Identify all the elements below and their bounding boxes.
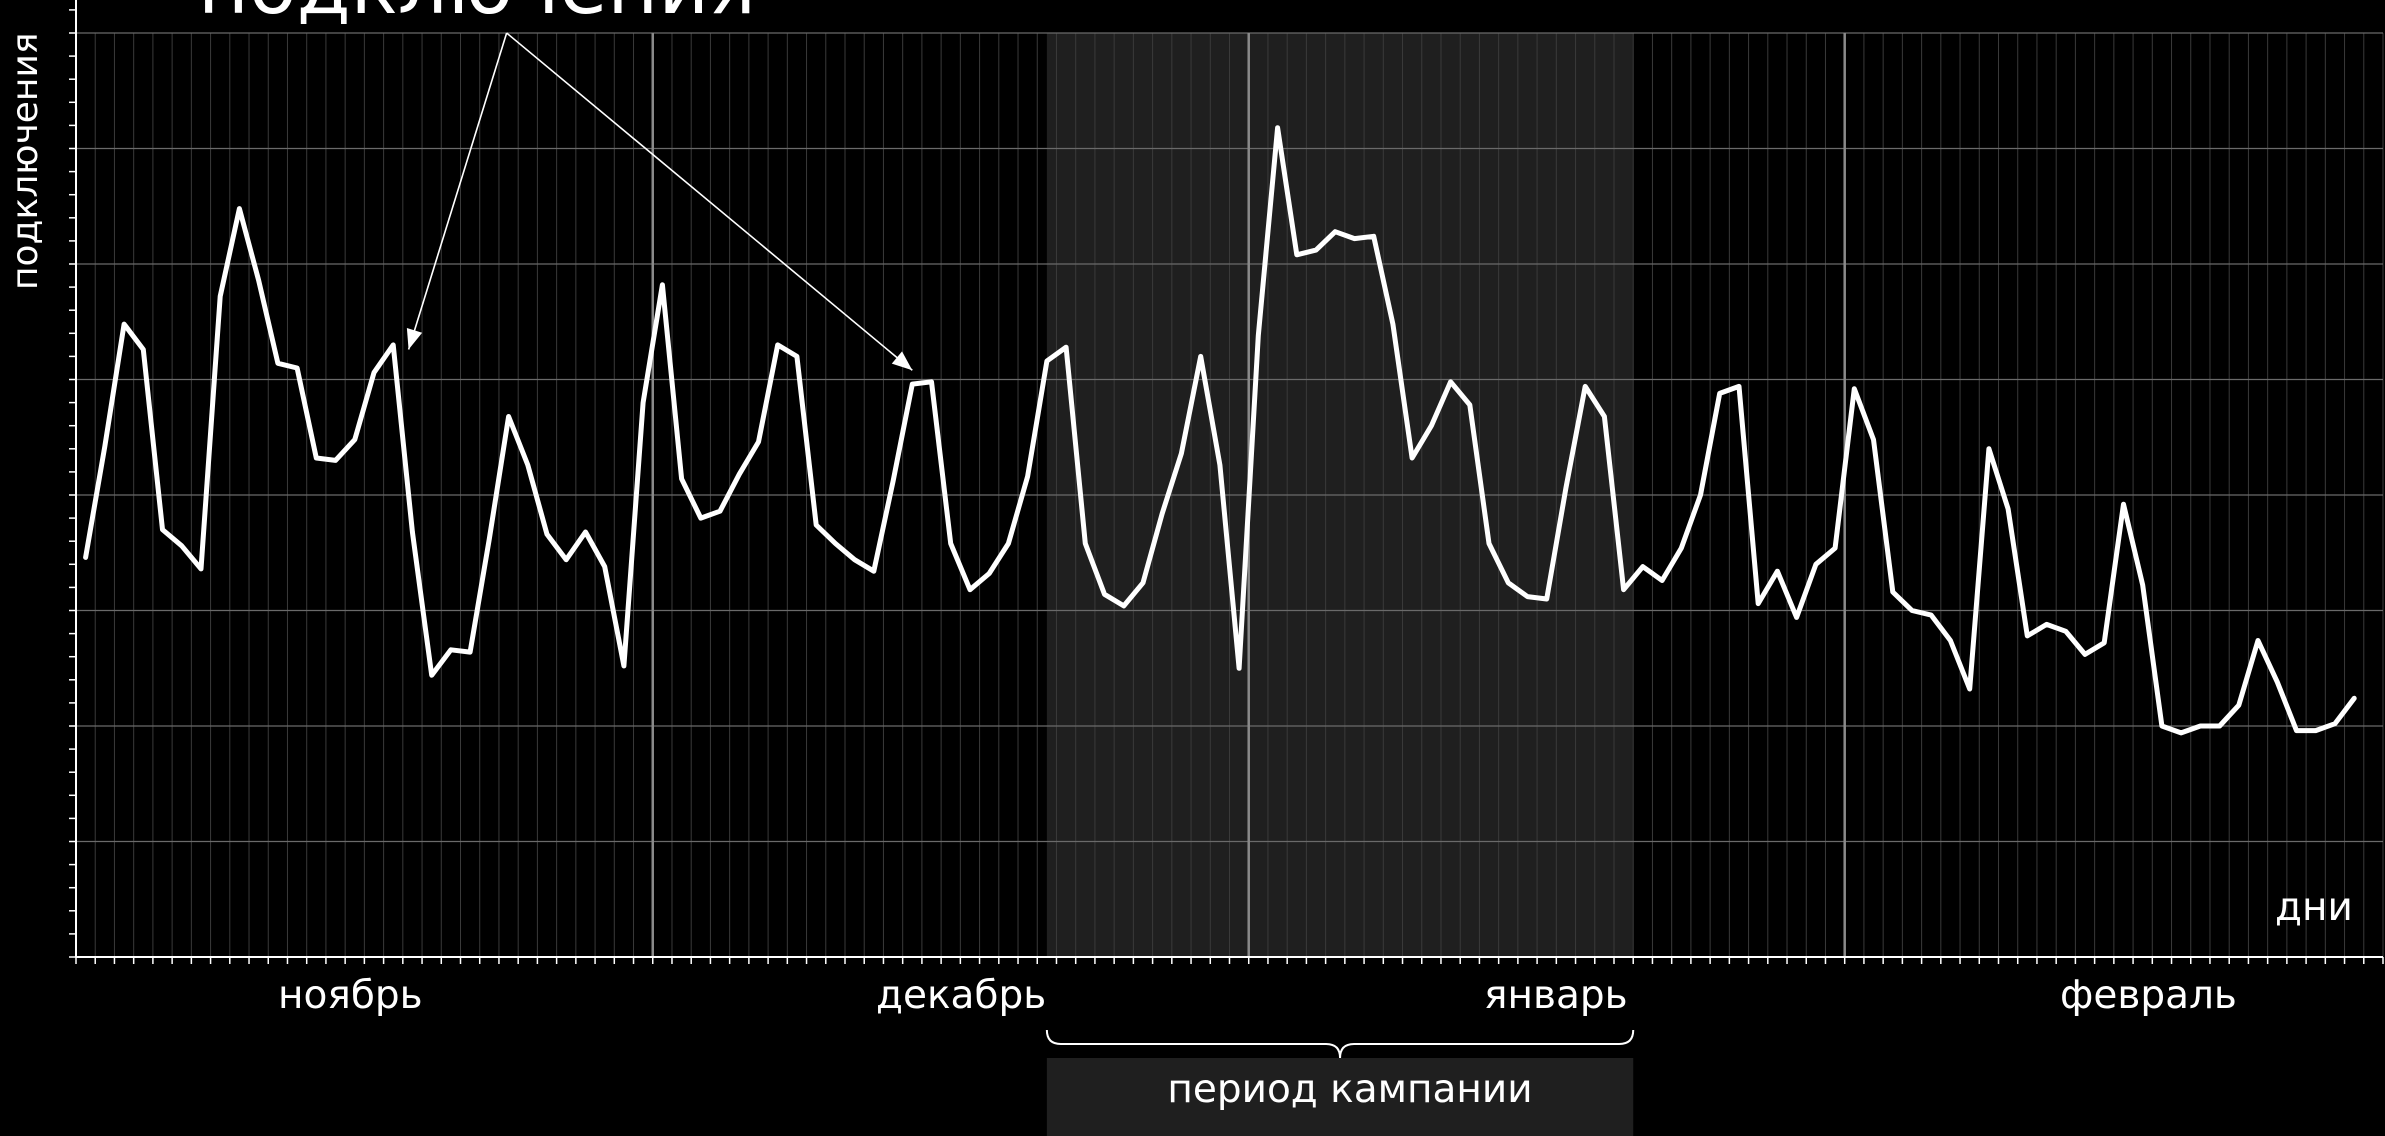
annotation-arrow-head — [891, 351, 913, 371]
month-label-january: январь — [1484, 973, 1628, 1018]
campaign-period-label: период кампании — [1167, 1067, 1533, 1112]
annotation-arrows — [406, 32, 913, 371]
month-label-november: ноябрь — [278, 973, 423, 1018]
annotation-arrow-line — [506, 32, 913, 371]
month-label-february: февраль — [2060, 973, 2237, 1018]
grid-lines — [75, 32, 2384, 957]
series-line — [83, 125, 2357, 736]
campaign-label-panel — [1046, 1058, 1634, 1136]
axes — [69, 0, 2384, 964]
y-axis-label: подключения — [5, 32, 46, 290]
month-label-december: декабрь — [876, 973, 1047, 1018]
x-axis-label: дни — [2275, 885, 2353, 930]
campaign-brace — [1045, 1029, 1635, 1059]
annotation-arrow-head — [406, 327, 423, 350]
chart-title: подключения — [198, 0, 756, 26]
annotation-arrow-line — [407, 32, 508, 350]
